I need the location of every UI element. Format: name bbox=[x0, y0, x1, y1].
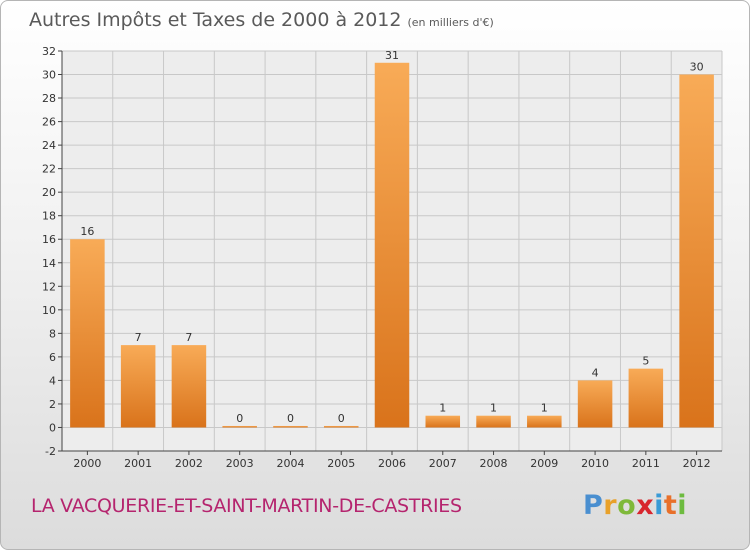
chart-title: Autres Impôts et Taxes de 2000 à 2012 (en… bbox=[29, 9, 494, 31]
proxiti-logo[interactable]: Proxiti bbox=[583, 490, 687, 521]
y-tick-label: 14 bbox=[42, 257, 56, 270]
x-tick-label: 2003 bbox=[226, 457, 254, 470]
bar bbox=[70, 239, 105, 428]
bar bbox=[171, 345, 207, 428]
bar-value-label: 4 bbox=[592, 366, 599, 379]
y-tick-label: 32 bbox=[42, 45, 56, 58]
x-tick-label: 2007 bbox=[429, 457, 457, 470]
chart-unit: (en milliers d'€) bbox=[407, 16, 494, 29]
x-tick-label: 2001 bbox=[124, 457, 152, 470]
logo-letter: x bbox=[636, 490, 655, 521]
y-tick-label: 12 bbox=[42, 280, 56, 293]
x-tick-label: 2000 bbox=[73, 457, 101, 470]
place-name: LA VACQUERIE-ET-SAINT-MARTIN-DE-CASTRIES bbox=[31, 495, 462, 517]
x-tick-label: 2011 bbox=[632, 457, 660, 470]
bar bbox=[273, 425, 308, 428]
bar bbox=[679, 74, 714, 428]
bar-value-label: 31 bbox=[385, 49, 399, 62]
bar bbox=[476, 415, 511, 428]
y-tick-label: 8 bbox=[49, 327, 56, 340]
bar-value-label: 16 bbox=[80, 225, 94, 238]
x-tick-label: 2004 bbox=[276, 457, 304, 470]
y-tick-label: 6 bbox=[49, 351, 56, 364]
y-tick-label: 16 bbox=[42, 233, 56, 246]
x-tick-label: 2012 bbox=[683, 457, 711, 470]
y-tick-label: 30 bbox=[42, 69, 56, 82]
x-tick-label: 2009 bbox=[530, 457, 558, 470]
bar bbox=[527, 415, 562, 428]
y-tick-label: 18 bbox=[42, 210, 56, 223]
bar-value-label: 5 bbox=[642, 355, 649, 368]
y-tick-label: 20 bbox=[42, 186, 56, 199]
bar-value-label: 0 bbox=[338, 412, 345, 425]
x-tick-label: 2006 bbox=[378, 457, 406, 470]
bar-value-label: 30 bbox=[690, 61, 704, 74]
bar bbox=[425, 415, 461, 428]
logo-letter: i bbox=[654, 490, 664, 521]
y-tick-label: 26 bbox=[42, 116, 56, 129]
logo-letter: i bbox=[677, 490, 688, 521]
bar bbox=[374, 62, 410, 428]
y-tick-label: 2 bbox=[49, 398, 56, 411]
bar bbox=[628, 368, 664, 428]
x-tick-label: 2008 bbox=[480, 457, 508, 470]
bar-value-label: 0 bbox=[287, 412, 294, 425]
bar-value-label: 7 bbox=[135, 331, 142, 344]
y-tick-label: 10 bbox=[42, 304, 56, 317]
chart-title-text: Autres Impôts et Taxes de 2000 à 2012 bbox=[29, 9, 402, 31]
bar-value-label: 0 bbox=[236, 412, 243, 425]
bar-value-label: 1 bbox=[541, 402, 548, 415]
logo-letter: r bbox=[603, 490, 618, 521]
y-tick-label: 0 bbox=[49, 421, 56, 434]
bars bbox=[70, 62, 714, 428]
x-tick-label: 2002 bbox=[175, 457, 203, 470]
bar-value-label: 1 bbox=[490, 402, 497, 415]
x-tick-label: 2005 bbox=[327, 457, 355, 470]
bar-value-label: 7 bbox=[185, 331, 192, 344]
logo-letter: t bbox=[663, 490, 678, 521]
logo-letter: o bbox=[617, 490, 637, 521]
x-tick-label: 2010 bbox=[581, 457, 609, 470]
y-tick-label: 28 bbox=[42, 92, 56, 105]
bar-value-label: 1 bbox=[439, 402, 446, 415]
y-tick-label: 4 bbox=[49, 374, 56, 387]
y-tick-label: 22 bbox=[42, 163, 56, 176]
y-tick-label: -2 bbox=[45, 445, 56, 458]
bar bbox=[222, 425, 257, 428]
labels: 16 2000 7 2001 7 2002 0 2003 0 2004 0 2005 31 2006 1 20… bbox=[73, 49, 710, 470]
bar bbox=[323, 425, 359, 428]
y-tick-label: 24 bbox=[42, 139, 56, 152]
bar bbox=[577, 380, 613, 428]
bar bbox=[120, 345, 156, 428]
logo-letter: P bbox=[583, 490, 604, 521]
